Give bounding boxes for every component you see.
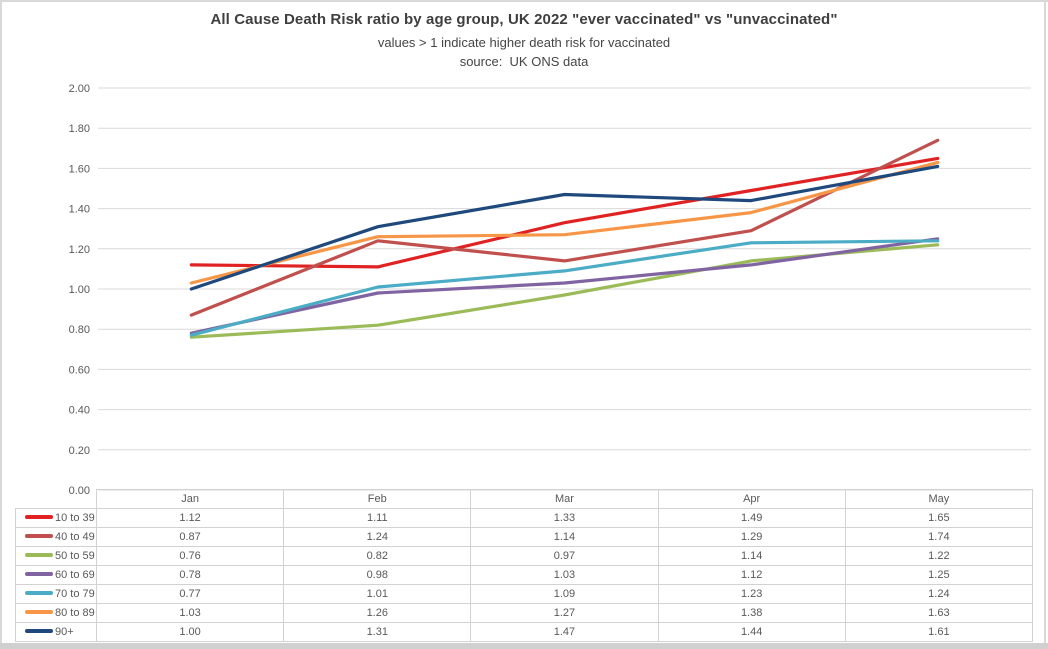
legend-cell: 80 to 89	[15, 603, 97, 623]
table-row: 60 to 69 0.78 0.98 1.03 1.12 1.25	[15, 565, 1034, 585]
value-cell: 0.87	[95, 527, 285, 547]
series-line-90plus	[189, 164, 940, 291]
value-cell: 0.76	[95, 546, 285, 566]
y-axis-tick-label: 0.20	[69, 445, 90, 457]
series-line-50-to-59	[189, 243, 940, 339]
y-axis-tick-label: 2.00	[69, 83, 90, 95]
value-cell: 1.24	[283, 527, 472, 547]
series-line-60-to-69	[189, 237, 940, 335]
legend-cell: 90+	[15, 622, 97, 642]
value-cell: 1.61	[844, 622, 1034, 642]
value-cell: 1.14	[470, 527, 659, 547]
legend-line-swatch	[25, 610, 53, 615]
value-cell: 1.47	[470, 622, 659, 642]
value-cell: 1.00	[95, 622, 285, 642]
value-cell: 1.74	[844, 527, 1034, 547]
data-table: Jan Feb Mar Apr May 10 to 39 1.12 1.11 1.33 1.49…	[15, 489, 1034, 642]
legend-cell: 10 to 39	[15, 508, 97, 528]
legend-label: 40 to 49	[55, 531, 95, 544]
bottom-bar	[0, 643, 1048, 649]
value-cell: 1.49	[657, 508, 846, 528]
frame-edge-left	[0, 0, 2, 649]
table-corner-cell	[16, 490, 97, 509]
y-axis-tick-label: 0.00	[69, 485, 90, 497]
table-row: 70 to 79 0.77 1.01 1.09 1.23 1.24	[15, 584, 1034, 604]
value-cell: 0.77	[95, 584, 285, 604]
legend-label: 10 to 39	[55, 512, 95, 525]
y-axis-tick-label: 1.40	[69, 204, 90, 216]
value-cell: 1.38	[657, 603, 846, 623]
chart-title: All Cause Death Risk ratio by age group,…	[210, 11, 838, 28]
value-cell: 1.11	[283, 508, 472, 528]
table-header-row: Jan Feb Mar Apr May	[16, 489, 1034, 509]
chart-subtitle: values > 1 indicate higher death risk fo…	[377, 35, 671, 50]
legend-label: 70 to 79	[55, 588, 95, 601]
legend-label: 90+	[55, 626, 74, 639]
value-cell: 0.82	[283, 546, 472, 566]
value-cell: 1.65	[844, 508, 1034, 528]
line-chart-plot-area: 0.00 0.20 0.40 0.60 0.80 1.00 1.20 1.40 1.60 1.80…	[69, 83, 1031, 497]
table-row: 50 to 59 0.76 0.82 0.97 1.14 1.22	[15, 546, 1034, 566]
x-axis-category-label: Jan	[95, 489, 285, 509]
table-row: 40 to 49 0.87 1.24 1.14 1.29 1.74	[15, 527, 1034, 547]
legend-line-swatch	[25, 553, 53, 558]
data-table-header: Jan Feb Mar Apr May	[16, 489, 1034, 509]
legend-cell: 60 to 69	[15, 565, 97, 585]
y-axis-tick-label: 0.40	[69, 405, 90, 417]
table-row: 80 to 89 1.03 1.26 1.27 1.38 1.63	[15, 603, 1034, 623]
value-cell: 1.24	[844, 584, 1034, 604]
value-cell: 1.31	[283, 622, 472, 642]
value-cell: 0.78	[95, 565, 285, 585]
y-axis-tick-label: 1.80	[69, 123, 90, 135]
series-line-80-to-89	[189, 160, 940, 285]
x-axis-category-label: Mar	[470, 489, 659, 509]
value-cell: 1.12	[657, 565, 846, 585]
value-cell: 1.03	[470, 565, 659, 585]
chart-source-note: source: UK ONS data	[459, 54, 589, 69]
legend-line-swatch	[25, 515, 53, 520]
table-row: 10 to 39 1.12 1.11 1.33 1.49 1.65	[15, 508, 1034, 528]
legend-label: 80 to 89	[55, 607, 95, 620]
series-line-70-to-79	[189, 239, 940, 337]
y-axis-tick-label: 0.80	[69, 324, 90, 336]
y-axis-tick-label: 1.20	[69, 244, 90, 256]
y-axis-tick-label: 1.00	[69, 284, 90, 296]
value-cell: 0.98	[283, 565, 472, 585]
table-row: 90+ 1.00 1.31 1.47 1.44 1.61	[15, 622, 1034, 642]
value-cell: 1.25	[844, 565, 1034, 585]
legend-cell: 70 to 79	[15, 584, 97, 604]
y-axis-tick-label: 0.60	[69, 364, 90, 376]
legend-cell: 50 to 59	[15, 546, 97, 566]
value-cell: 1.14	[657, 546, 846, 566]
value-cell: 0.97	[470, 546, 659, 566]
data-table-body: 10 to 39 1.12 1.11 1.33 1.49 1.65 40 to 49 0.87…	[15, 508, 1034, 642]
legend-line-swatch	[25, 572, 53, 577]
value-cell: 1.26	[283, 603, 472, 623]
legend-cell: 40 to 49	[15, 527, 97, 547]
legend-label: 60 to 69	[55, 569, 95, 582]
value-cell: 1.03	[95, 603, 285, 623]
x-axis-category-label: Feb	[283, 489, 472, 509]
legend-line-swatch	[25, 534, 53, 539]
legend-line-swatch	[25, 591, 53, 596]
value-cell: 1.22	[844, 546, 1034, 566]
y-axis-tick-label: 1.60	[69, 163, 90, 175]
value-cell: 1.01	[283, 584, 472, 604]
legend-label: 50 to 59	[55, 550, 95, 563]
value-cell: 1.23	[657, 584, 846, 604]
value-cell: 1.29	[657, 527, 846, 547]
value-cell: 1.33	[470, 508, 659, 528]
frame-edge-top	[0, 0, 1048, 2]
legend-line-swatch	[25, 629, 53, 634]
value-cell: 1.27	[470, 603, 659, 623]
x-axis-category-label: May	[844, 489, 1034, 509]
x-axis-category-label: Apr	[657, 489, 846, 509]
value-cell: 1.44	[657, 622, 846, 642]
value-cell: 1.09	[470, 584, 659, 604]
value-cell: 1.63	[844, 603, 1034, 623]
frame-edge-right	[1044, 0, 1046, 649]
value-cell: 1.12	[95, 508, 285, 528]
series-line-40-to-49	[189, 138, 940, 317]
